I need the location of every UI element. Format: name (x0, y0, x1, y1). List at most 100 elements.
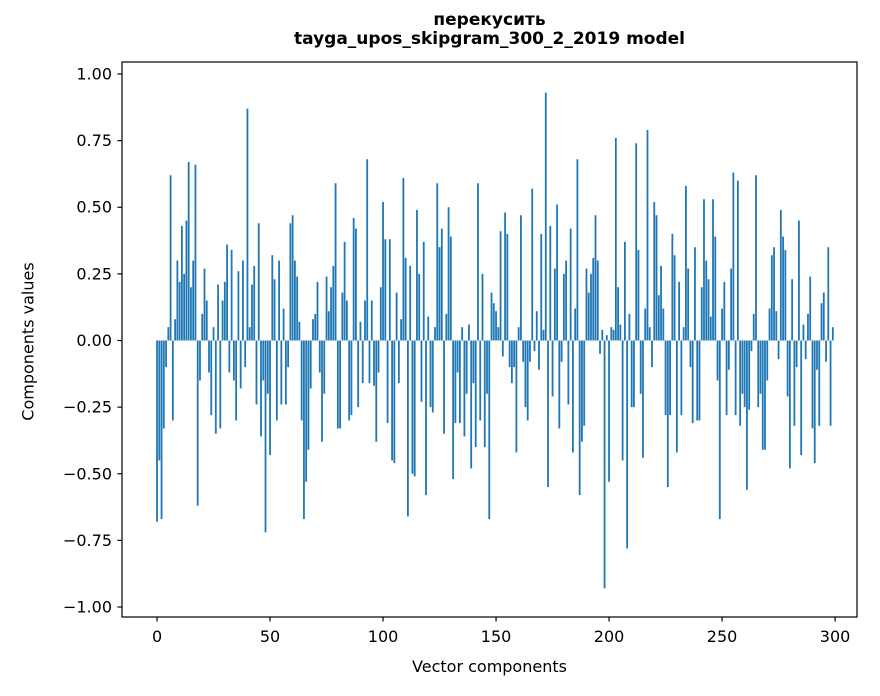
bar (732, 172, 735, 341)
bar (569, 228, 572, 341)
bar (680, 340, 683, 416)
bar (248, 327, 251, 341)
bar (829, 340, 832, 426)
bar (413, 340, 416, 477)
bar (499, 231, 502, 341)
bar (461, 327, 464, 341)
y-tick-label: 0.00 (76, 331, 112, 350)
bar (574, 308, 577, 341)
bar (682, 327, 685, 341)
bar (431, 340, 434, 413)
bar (298, 321, 301, 341)
bar (730, 268, 733, 341)
bar (562, 273, 565, 341)
bar (734, 340, 737, 416)
bar (284, 340, 287, 405)
bar (556, 204, 558, 341)
bar (203, 268, 206, 341)
bar (608, 340, 610, 482)
bar (201, 313, 204, 341)
bar (199, 340, 201, 381)
bar (691, 340, 694, 424)
bar (445, 313, 448, 341)
bar (454, 340, 457, 424)
bar (343, 241, 346, 341)
bar (596, 260, 599, 341)
bar (300, 340, 303, 421)
bar (407, 340, 409, 517)
bar (366, 159, 369, 341)
bar (669, 340, 671, 416)
bar (377, 340, 380, 373)
bar (275, 340, 278, 421)
bar (397, 340, 400, 384)
bar (278, 260, 280, 341)
bar (578, 340, 581, 496)
bar-series (156, 92, 834, 589)
bar (341, 292, 344, 341)
bar (623, 241, 626, 341)
bar (601, 329, 604, 341)
bar (529, 340, 531, 362)
bar (370, 300, 373, 341)
x-tick-label: 0 (152, 627, 162, 646)
bar (232, 340, 235, 381)
bar (393, 340, 396, 464)
bar (619, 324, 622, 341)
bar (350, 340, 353, 416)
bar (644, 308, 647, 341)
bar (635, 143, 638, 341)
bar (501, 340, 504, 357)
bar (458, 340, 461, 424)
bar (517, 327, 520, 341)
bar (764, 340, 766, 450)
bar (581, 340, 583, 442)
bar (610, 327, 613, 341)
bar (653, 201, 656, 341)
bar (798, 220, 800, 341)
bar (657, 295, 660, 341)
bar (718, 340, 721, 520)
bar (822, 292, 825, 341)
bar (336, 340, 339, 429)
bar (255, 340, 258, 405)
bar (576, 159, 579, 341)
bar (567, 340, 570, 405)
bar (714, 236, 717, 341)
bar (416, 209, 418, 341)
bar (755, 175, 757, 341)
bar (404, 257, 407, 341)
bar (617, 287, 619, 341)
bar (237, 271, 240, 341)
axis-tick-labels: 0 50 100 150 200 250 300 1.00 0.75 0.50 0.25 0.00 −0… (63, 64, 850, 646)
bar (463, 340, 466, 437)
bar (443, 340, 445, 434)
bar (440, 228, 443, 341)
bar (626, 340, 629, 549)
bar (723, 281, 726, 341)
bar (727, 340, 730, 370)
bar (721, 308, 723, 341)
bar (269, 340, 271, 456)
bar (289, 223, 292, 341)
bar (533, 340, 536, 352)
bar (449, 236, 452, 341)
bar (318, 340, 321, 373)
bar (382, 201, 384, 341)
bar (779, 209, 782, 341)
y-tick-label: 0.50 (76, 198, 112, 217)
x-tick-label: 100 (368, 627, 399, 646)
bar (190, 287, 192, 341)
bar (309, 340, 312, 389)
bar (477, 183, 479, 341)
bar (429, 340, 432, 408)
bar (364, 300, 366, 341)
bar (522, 340, 525, 362)
bar (456, 340, 459, 373)
bar (479, 340, 482, 421)
bar (196, 340, 199, 506)
bar (262, 340, 265, 381)
bar (544, 92, 547, 341)
bar (671, 233, 674, 341)
bar (187, 161, 190, 341)
